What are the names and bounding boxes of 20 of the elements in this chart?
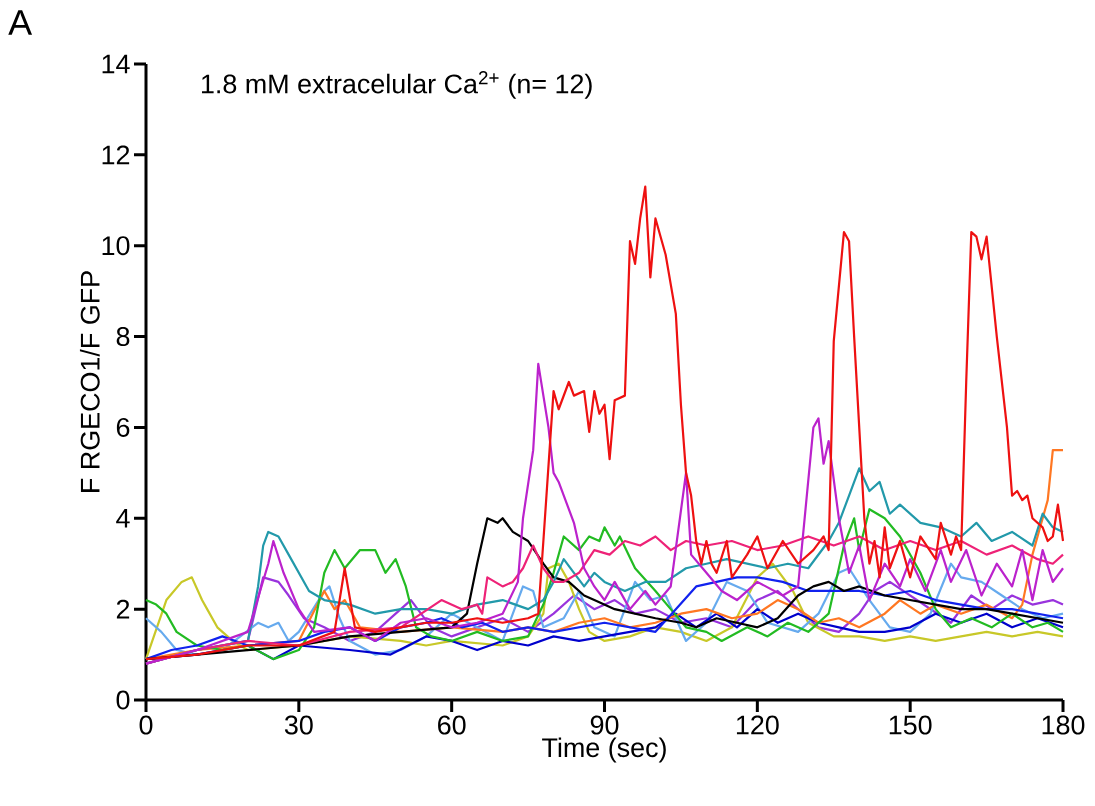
line-series (144, 362, 1065, 665)
x-tick-label: 150 (889, 715, 932, 735)
y-tick-label: 8 (116, 327, 130, 347)
y-axis-title: F RGECO1/F GFP (79, 271, 100, 492)
x-tick-label: 30 (284, 715, 313, 735)
y-tick-label: 2 (116, 599, 130, 619)
x-axis-title: Time (sec) (542, 737, 666, 763)
text: A (8, 10, 33, 35)
chart-title: 1.8 mM extracelular Ca$^{2+}$ (n= 12) (202, 71, 592, 99)
x-tick-label: 60 (438, 715, 466, 735)
y-tick-label: 6 (116, 417, 130, 437)
y-tick-label: 12 (102, 145, 130, 165)
x-tick-label: 0 (139, 715, 153, 735)
x-tick-label: 90 (590, 715, 619, 735)
y-tick-label: 4 (116, 509, 130, 528)
y-tick-label: 14 (102, 54, 130, 74)
x-tick-label: 180 (1042, 715, 1085, 735)
y-tick-label: 0 (116, 690, 130, 710)
y-tick-label: 10 (102, 236, 130, 256)
x-tick-label: 120 (736, 715, 779, 735)
